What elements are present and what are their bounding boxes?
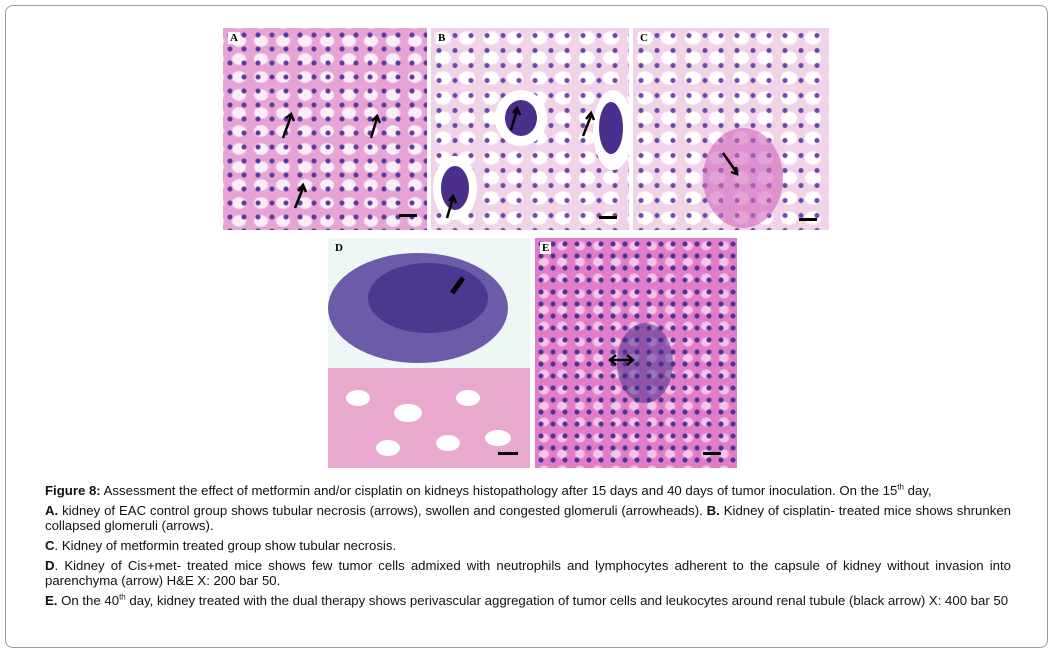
caption-text: day, kidney treated with the dual therap… bbox=[125, 593, 1009, 608]
caption-paragraph: A. kidney of EAC control group shows tub… bbox=[45, 503, 1011, 533]
superscript: th bbox=[897, 482, 904, 492]
figure-label: Figure 8: bbox=[45, 483, 101, 498]
caption-text: On the 40 bbox=[57, 593, 120, 608]
annotations bbox=[703, 128, 817, 228]
caption-text: . Kidney of Cis+met- treated mice shows … bbox=[45, 558, 1011, 588]
panel-label: B bbox=[436, 32, 448, 44]
caption-paragraph: C. Kidney of metformin treated group sho… bbox=[45, 538, 1011, 553]
panel-ref: C bbox=[45, 538, 55, 553]
annotations bbox=[281, 111, 417, 217]
panel-ref: A. bbox=[45, 503, 59, 518]
panel-a: A bbox=[223, 28, 427, 230]
panel-label: A bbox=[228, 32, 240, 44]
figure-frame bbox=[5, 5, 1048, 648]
caption-intro: Figure 8: Assessment the effect of metfo… bbox=[45, 483, 1011, 498]
caption-text: Assessment the effect of metformin and/o… bbox=[100, 483, 898, 498]
panel-b: B bbox=[431, 28, 629, 230]
superscript: th bbox=[119, 592, 126, 602]
panel-d: D bbox=[328, 238, 530, 468]
annotations bbox=[328, 253, 530, 468]
panel-e: E bbox=[535, 238, 737, 468]
caption-text: . Kidney of metformin treated group show… bbox=[54, 538, 397, 553]
annotations bbox=[608, 323, 721, 455]
panel-label: C bbox=[638, 32, 650, 44]
panel-ref: B. bbox=[706, 503, 720, 518]
panel-label: E bbox=[540, 242, 552, 254]
caption-text: Kidney of cisplatin- treated mice shows … bbox=[45, 503, 1011, 533]
caption-paragraph: D. Kidney of Cis+met- treated mice shows… bbox=[45, 558, 1011, 588]
figure-caption: Figure 8: Assessment the effect of metfo… bbox=[45, 483, 1011, 613]
panel-ref: E. bbox=[45, 593, 58, 608]
annotations bbox=[433, 90, 629, 220]
panel-c: C bbox=[633, 28, 829, 230]
panel-label: D bbox=[335, 242, 343, 254]
caption-paragraph: E. On the 40th day, kidney treated with … bbox=[45, 593, 1011, 608]
caption-text: day, bbox=[903, 483, 932, 498]
panel-ref: D bbox=[45, 558, 55, 573]
caption-text: kidney of EAC control group shows tubula… bbox=[58, 503, 707, 518]
